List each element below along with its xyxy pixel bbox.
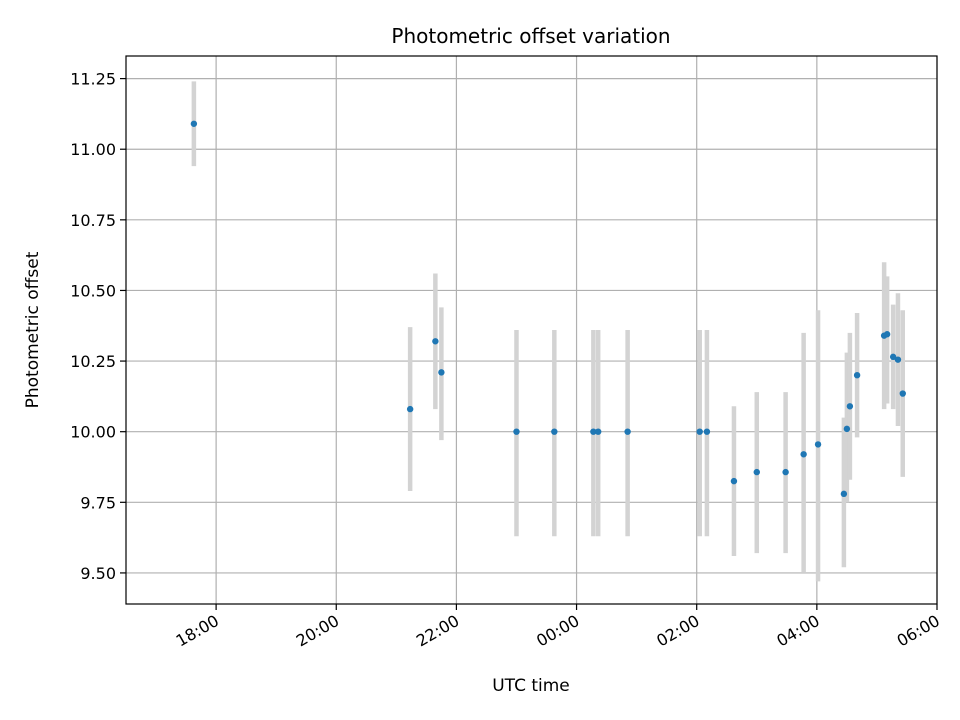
data-point bbox=[894, 356, 902, 363]
y-tick-label: 9.75 bbox=[80, 493, 116, 512]
data-point bbox=[406, 405, 414, 413]
data-point bbox=[840, 490, 848, 498]
data-point bbox=[624, 428, 631, 435]
data-point bbox=[889, 353, 897, 361]
y-tick-label: 10.75 bbox=[70, 211, 116, 230]
y-tick-label: 10.00 bbox=[70, 423, 116, 442]
data-point bbox=[853, 371, 861, 379]
y-tick-label: 10.50 bbox=[70, 281, 116, 300]
data-point bbox=[432, 338, 439, 345]
data-point bbox=[513, 428, 520, 435]
data-point bbox=[703, 428, 711, 435]
data-point bbox=[883, 331, 891, 338]
data-point bbox=[438, 369, 445, 376]
y-axis-ticks: 9.50 9.75 10.00 10.25 10.50 10.75 11.00 11.25 bbox=[70, 70, 126, 583]
data-point bbox=[814, 441, 822, 448]
data-point bbox=[782, 468, 789, 476]
y-tick-label: 11.25 bbox=[70, 70, 116, 89]
y-tick-label: 9.50 bbox=[80, 564, 116, 583]
y-axis-label: Photometric offset bbox=[23, 251, 43, 408]
plot-frame bbox=[125, 55, 938, 605]
data-point bbox=[190, 120, 198, 127]
data-point bbox=[899, 390, 906, 397]
y-tick-label: 10.25 bbox=[70, 352, 116, 371]
y-tick-label: 11.00 bbox=[70, 140, 116, 159]
chart-title: Photometric offset variation bbox=[391, 24, 670, 48]
data-point bbox=[843, 425, 851, 433]
data-point bbox=[846, 403, 854, 410]
data-point bbox=[730, 477, 738, 485]
data-point bbox=[800, 451, 807, 458]
x-axis-label: UTC time bbox=[492, 676, 570, 696]
data-point bbox=[753, 468, 760, 476]
data-points bbox=[190, 120, 906, 498]
data-point bbox=[696, 428, 703, 435]
data-point bbox=[590, 428, 597, 435]
data-point bbox=[551, 428, 558, 435]
data-point bbox=[594, 428, 602, 435]
